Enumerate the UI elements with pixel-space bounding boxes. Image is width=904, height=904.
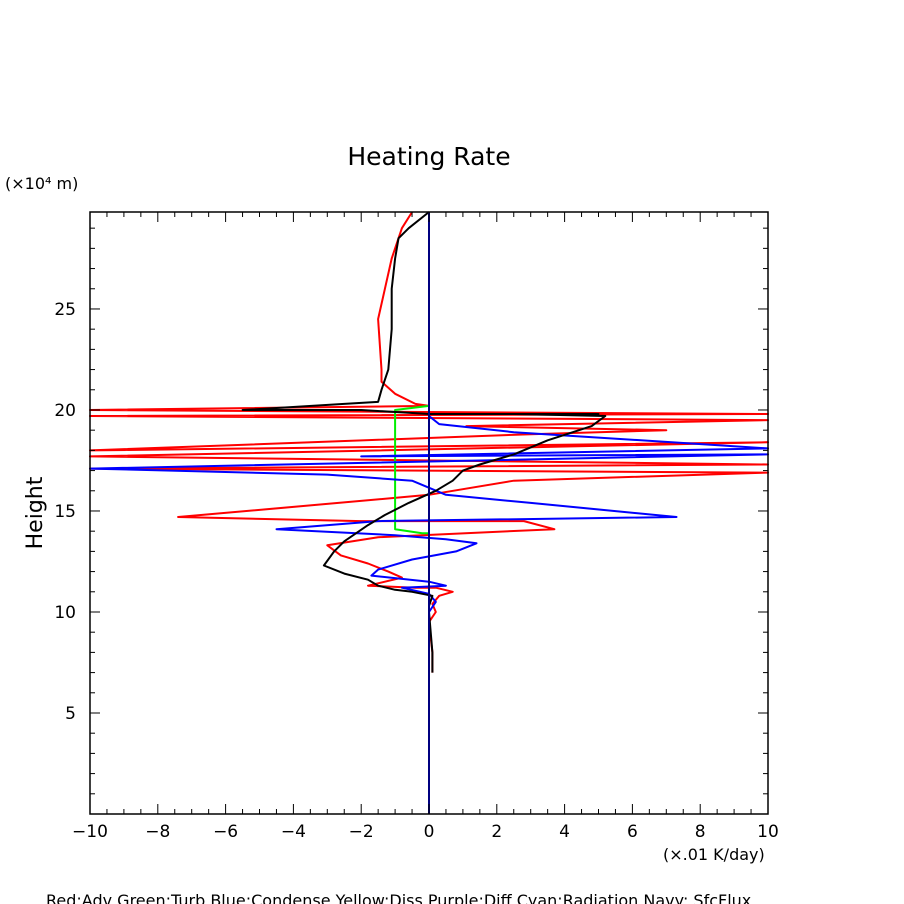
series-line-black	[241, 211, 607, 673]
y-tick-label: 15	[54, 502, 76, 522]
y-axis-label: Height	[23, 476, 48, 549]
chart-title: Heating Rate	[347, 142, 510, 171]
x-tick-label: −4	[281, 822, 306, 842]
y-unit-label: (×10⁴ m)	[5, 174, 78, 193]
legend-text: Red:Adv Green:Turb Blue:Condense Yellow:…	[46, 891, 751, 904]
x-tick-label: −10	[72, 822, 108, 842]
x-tick-label: 8	[695, 822, 706, 842]
series-line-green-turb	[394, 404, 430, 535]
series-line-red-adv	[89, 211, 769, 673]
x-tick-label: 10	[757, 822, 779, 842]
axes-layer: −10 −8 −6 −4 −2 0 2 4 6 8 10 5 10 15 20 25	[54, 211, 779, 842]
x-tick-label: −2	[349, 822, 374, 842]
y-tick-label: 5	[65, 704, 76, 724]
series-layer	[89, 211, 769, 814]
y-tick-label: 25	[54, 300, 76, 320]
x-tick-label: −6	[213, 822, 238, 842]
x-tick-label: 0	[424, 822, 435, 842]
y-tick-label: 20	[54, 401, 76, 421]
series-line-blue-condense	[89, 405, 769, 724]
x-tick-label: 2	[491, 822, 502, 842]
x-tick-label: 6	[627, 822, 638, 842]
x-tick-label: 4	[559, 822, 570, 842]
y-tick-label: 10	[54, 603, 76, 623]
x-unit-label: (×.01 K/day)	[663, 845, 765, 864]
x-tick-label: −8	[145, 822, 170, 842]
